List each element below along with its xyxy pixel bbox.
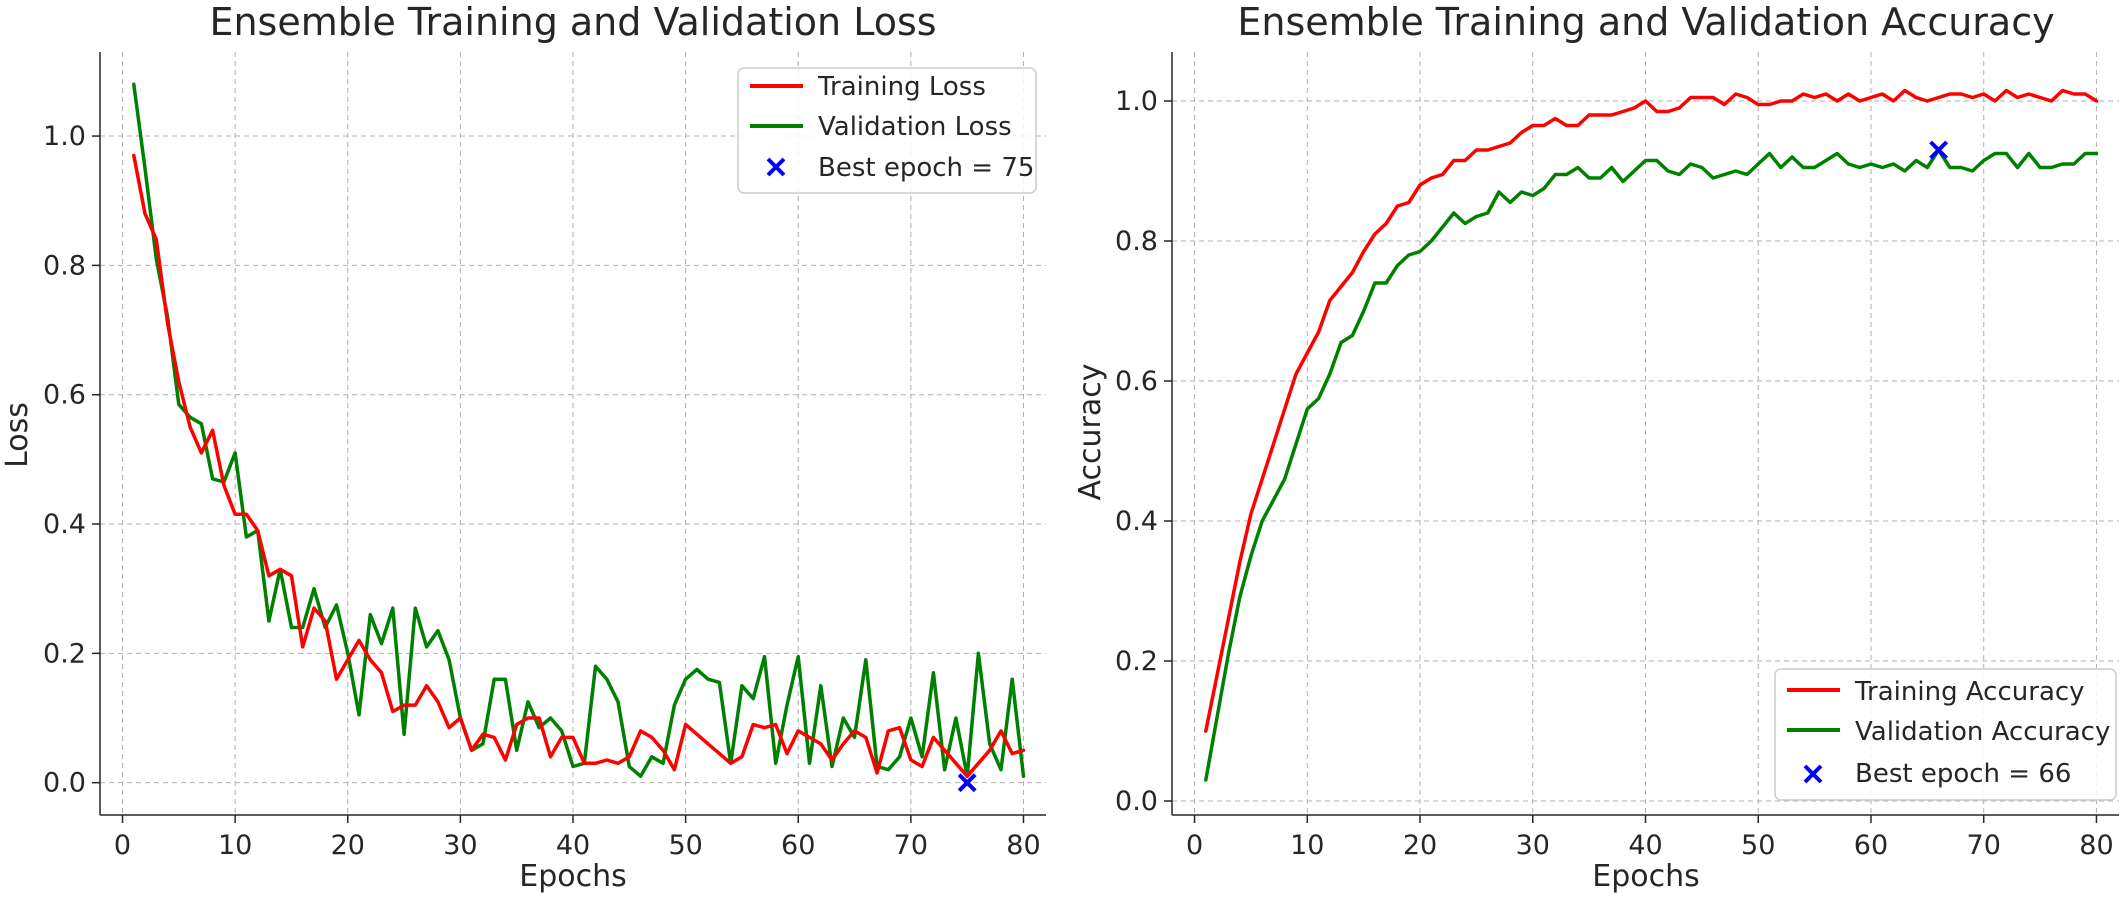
loss-x-tick-label: 70: [894, 830, 928, 861]
accuracy-legend: Training Accuracy Validation Accuracy Be…: [1774, 668, 2117, 801]
accuracy-x-tick-label: 40: [1628, 830, 1662, 861]
loss-legend-training-label: Training Loss: [817, 72, 986, 102]
loss-y-tick-label: 0.0: [43, 768, 86, 799]
loss-x-tick-label: 40: [556, 830, 590, 861]
loss-x-tick-label: 50: [668, 830, 702, 861]
accuracy-y-tick-label: 0.2: [1115, 646, 1158, 677]
accuracy-validation-line: [1204, 148, 2099, 782]
accuracy-x-axis-label: Epochs: [1592, 859, 1700, 894]
loss-legend-marker-icon: [766, 157, 786, 177]
accuracy-x-tick-label: 10: [1290, 830, 1324, 861]
loss-x-tick-label: 30: [443, 830, 477, 861]
accuracy-x-ticks: 0 10 20 30 40 50 60 70 80: [1186, 815, 2114, 861]
accuracy-x-tick-label: 80: [2079, 830, 2113, 861]
accuracy-x-tick-label: 70: [1967, 830, 2001, 861]
loss-y-tick-label: 0.4: [43, 509, 86, 540]
accuracy-x-tick-label: 30: [1516, 830, 1550, 861]
accuracy-chart: Ensemble Training and Validation Accurac…: [1073, 0, 2119, 894]
accuracy-y-tick-label: 0.4: [1115, 506, 1158, 537]
loss-series: [132, 82, 1026, 778]
accuracy-y-tick-label: 1.0: [1115, 86, 1158, 117]
loss-y-tick-label: 0.6: [43, 380, 86, 411]
loss-x-ticks: 0 10 20 30 40 50 60 70 80: [114, 815, 1041, 861]
accuracy-legend-marker-icon: [1803, 764, 1823, 784]
accuracy-legend-validation-label: Validation Accuracy: [1855, 717, 2110, 747]
accuracy-x-tick-label: 0: [1186, 830, 1203, 861]
accuracy-series: [1204, 88, 2099, 782]
accuracy-x-tick-label: 50: [1741, 830, 1775, 861]
accuracy-chart-title: Ensemble Training and Validation Accurac…: [1237, 0, 2054, 44]
loss-training-line: [132, 153, 1026, 778]
loss-x-tick-label: 80: [1006, 830, 1040, 861]
loss-best-epoch-marker: [957, 773, 977, 793]
accuracy-y-tick-label: 0.6: [1115, 366, 1158, 397]
loss-y-tick-label: 1.0: [43, 121, 86, 152]
loss-y-ticks: 0.0 0.2 0.4 0.6 0.8 1.0: [43, 121, 100, 799]
accuracy-training-line: [1204, 88, 2099, 733]
loss-chart: Ensemble Training and Validation Loss Ep…: [0, 0, 1046, 894]
loss-y-tick-label: 0.8: [43, 250, 86, 281]
loss-y-tick-label: 0.2: [43, 638, 86, 669]
accuracy-legend-best-epoch-label: Best epoch = 66: [1855, 759, 2071, 789]
loss-x-tick-label: 10: [218, 830, 252, 861]
accuracy-y-tick-label: 0.0: [1115, 786, 1158, 817]
loss-legend: Training Loss Validation Loss Best epoch…: [737, 67, 1037, 194]
loss-x-tick-label: 20: [331, 830, 365, 861]
accuracy-x-tick-label: 20: [1403, 830, 1437, 861]
accuracy-legend-training-label: Training Accuracy: [1854, 677, 2085, 707]
accuracy-grid: [1172, 52, 2119, 815]
accuracy-y-tick-label: 0.8: [1115, 226, 1158, 257]
loss-best-epoch-point: [957, 773, 977, 793]
loss-x-tick-label: 0: [114, 830, 131, 861]
loss-legend-box: [737, 67, 1037, 194]
accuracy-y-axis-label: Accuracy: [1073, 364, 1108, 501]
accuracy-best-epoch-marker: [1929, 140, 1949, 160]
accuracy-y-ticks: 0.0 0.2 0.4 0.6 0.8 1.0: [1115, 86, 1172, 817]
loss-y-axis-label: Loss: [0, 402, 35, 468]
loss-chart-title: Ensemble Training and Validation Loss: [209, 0, 936, 44]
loss-x-axis-label: Epochs: [519, 859, 627, 894]
loss-legend-validation-label: Validation Loss: [818, 112, 1012, 142]
loss-legend-best-epoch-label: Best epoch = 75: [818, 153, 1034, 183]
accuracy-x-tick-label: 60: [1854, 830, 1888, 861]
loss-validation-line: [132, 82, 1026, 778]
loss-x-tick-label: 60: [781, 830, 815, 861]
accuracy-best-epoch-point: [1929, 140, 1949, 160]
accuracy-legend-box: [1774, 668, 2117, 801]
